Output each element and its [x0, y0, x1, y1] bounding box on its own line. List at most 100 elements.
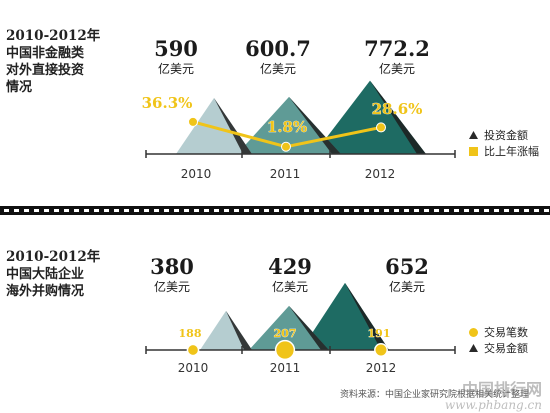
chart2-count-label: 207 — [274, 327, 297, 340]
divider-dash — [54, 209, 59, 212]
square-icon — [466, 146, 480, 156]
divider-dash — [64, 209, 69, 212]
chart1-peak-shadow — [370, 80, 426, 154]
chart2-value-label-2010: 380 — [150, 254, 194, 279]
divider-dash — [464, 209, 469, 212]
divider-dash — [424, 209, 429, 212]
divider-dash — [284, 209, 289, 212]
divider-dash — [224, 209, 229, 212]
chart1-x-tick-label: 2011 — [270, 167, 301, 181]
chart2-peak-2011 — [249, 305, 329, 350]
chart1-legend-label: 投资金额 — [484, 129, 528, 142]
chart2-peak-shadow — [289, 305, 329, 350]
chart2-legend: 交易笔数 交易金额 — [466, 324, 528, 356]
divider-dash — [484, 209, 489, 212]
divider-dash — [74, 209, 79, 212]
source-note: 资料来源：中国企业家研究院根据相关统计整理 — [340, 390, 530, 400]
chart2-title-line: 中国大陆企业 — [6, 267, 85, 282]
divider-dash — [44, 209, 49, 212]
chart2-count-label: 191 — [368, 327, 391, 340]
triangle-icon — [466, 344, 480, 352]
chart1-x-tick-label: 2012 — [365, 167, 396, 181]
divider-dash — [214, 209, 219, 212]
chart1-title-line: 对外直接投资 — [6, 63, 85, 78]
chart1-legend-item: 比上年涨幅 — [466, 143, 539, 159]
triangle-icon — [466, 131, 480, 139]
watermark: 中国排行网 www.phbang.cn — [445, 376, 542, 412]
divider-dash — [254, 209, 259, 212]
chart2-peak-2012 — [301, 282, 389, 350]
divider-dash — [24, 209, 29, 212]
divider-dash — [524, 209, 529, 212]
divider-dash — [4, 209, 9, 212]
divider-dash — [114, 209, 119, 212]
divider-dash — [474, 209, 479, 212]
chart2-count-marker — [186, 343, 200, 357]
divider-dash — [454, 209, 459, 212]
divider-dash — [124, 209, 129, 212]
chart1-unit-label: 亿美元 — [378, 62, 415, 76]
chart2-legend-item: 交易金额 — [466, 340, 528, 356]
divider-dash — [444, 209, 449, 212]
chart1-growth-point — [281, 141, 291, 152]
chart2-legend-label: 交易金额 — [484, 342, 528, 355]
chart2-title: 2010-2012年 中国大陆企业 海外并购情况 — [6, 249, 100, 300]
divider-dash — [144, 209, 149, 212]
divider-dash — [494, 209, 499, 212]
chart1-growth-label: 1.8% — [267, 118, 307, 136]
divider-dash — [334, 209, 339, 212]
chart1-growth-point — [188, 116, 198, 127]
chart1-unit-label: 亿美元 — [157, 62, 194, 76]
divider-dash — [294, 209, 299, 212]
divider-dash — [164, 209, 169, 212]
divider-dash — [194, 209, 199, 212]
chart1-peak-shadow — [289, 96, 341, 154]
divider-dash — [434, 209, 439, 212]
chart1-legend-label: 比上年涨幅 — [484, 145, 539, 158]
chart1-value-label-2012: 772.2 — [364, 36, 430, 61]
divider-dash — [154, 209, 159, 212]
divider-dash — [174, 209, 179, 212]
chart2-title-line: 海外并购情况 — [6, 284, 85, 299]
divider-dash — [544, 209, 549, 212]
divider-dash — [34, 209, 39, 212]
divider-dash — [184, 209, 189, 212]
chart1-title-line: 2010-2012年 — [6, 28, 101, 44]
chart2-x-tick-label: 2011 — [270, 361, 301, 375]
chart2-x-tick-label: 2010 — [178, 361, 209, 375]
divider-dash — [274, 209, 279, 212]
divider-dash — [384, 209, 389, 212]
chart2-unit-label: 亿美元 — [388, 280, 425, 294]
divider-dash — [234, 209, 239, 212]
divider-dash — [94, 209, 99, 212]
chart2-peak-shadow — [226, 310, 252, 350]
divider-dash — [414, 209, 419, 212]
chart2-peak-shadow — [345, 282, 389, 350]
divider-dash — [344, 209, 349, 212]
chart1-peak-shadow — [214, 97, 252, 154]
chart2-unit-label: 亿美元 — [271, 280, 308, 294]
chart2-legend-item: 交易笔数 — [466, 324, 528, 340]
divider-dash — [14, 209, 19, 212]
chart1-value-label-2010: 590 — [154, 36, 198, 61]
divider-dash — [104, 209, 109, 212]
chart2-peak-2010 — [200, 310, 252, 350]
divider-dash — [304, 209, 309, 212]
chart1-growth-label: 36.3% — [142, 94, 193, 112]
divider-dash — [244, 209, 249, 212]
chart1-value-label-2011: 600.7 — [245, 36, 311, 61]
chart2-unit-label: 亿美元 — [153, 280, 190, 294]
divider-dash — [514, 209, 519, 212]
chart1-growth-label: 28.6% — [372, 100, 423, 118]
divider-dash — [374, 209, 379, 212]
chart1-x-tick-label: 2010 — [181, 167, 212, 181]
chart1-title: 2010-2012年 中国非金融类 对外直接投资 情况 — [6, 28, 100, 96]
circle-icon — [466, 327, 480, 337]
divider-dash — [204, 209, 209, 212]
chart1-legend-item: 投资金额 — [466, 127, 539, 143]
divider-dash — [134, 209, 139, 212]
chart1-title-line: 中国非金融类 — [6, 46, 85, 61]
chart2-count-marker — [374, 343, 388, 357]
divider-dash — [324, 209, 329, 212]
